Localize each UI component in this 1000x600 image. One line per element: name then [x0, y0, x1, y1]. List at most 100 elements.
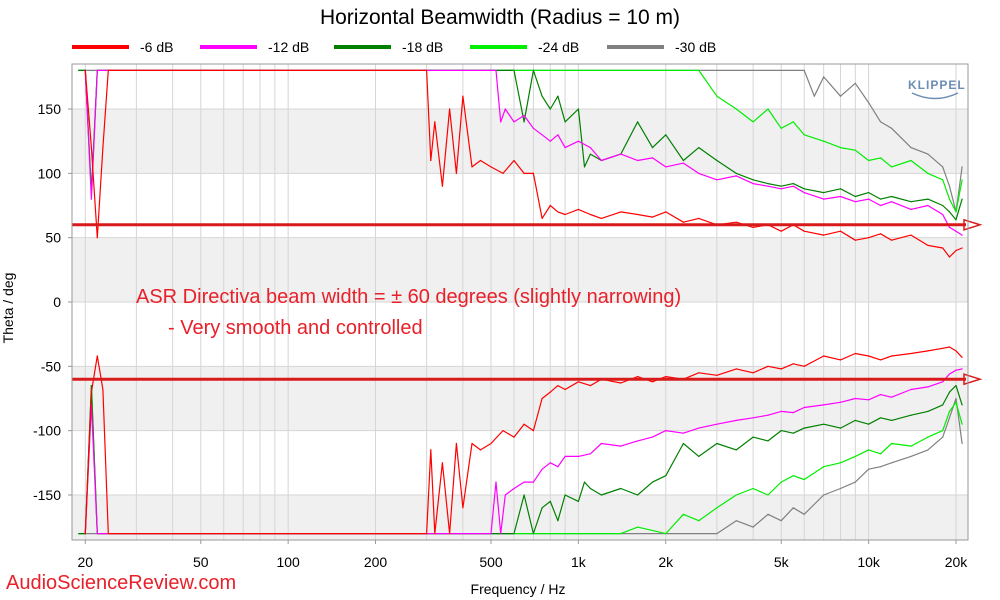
data-point [823, 423, 825, 425]
data-point [78, 533, 80, 535]
data-point [532, 430, 535, 432]
data-point [955, 397, 957, 400]
data-point [589, 385, 592, 387]
data-point [767, 365, 769, 367]
data-point [880, 198, 882, 200]
data-point [589, 453, 592, 455]
data-point [910, 388, 912, 391]
data-point [767, 440, 769, 442]
data-point [735, 368, 737, 370]
data-point [942, 436, 944, 438]
legend-item: -24 dB [470, 39, 579, 55]
data-point [868, 399, 870, 401]
data-point [698, 455, 700, 457]
data-point [767, 108, 769, 110]
data-point [620, 445, 622, 447]
data-point [102, 388, 104, 391]
data-point [698, 372, 700, 374]
data-point [523, 481, 525, 483]
data-point [665, 376, 667, 378]
data-point [910, 352, 912, 355]
data-point [549, 500, 551, 502]
data-point [495, 481, 497, 483]
data-point [471, 166, 473, 168]
data-point [891, 396, 893, 398]
data-point [637, 69, 639, 71]
data-point [637, 121, 639, 123]
data-point [792, 363, 794, 365]
data-point [620, 211, 622, 213]
data-point [752, 526, 754, 528]
data-point [823, 198, 825, 200]
data-point [752, 417, 754, 419]
data-point [854, 455, 856, 457]
data-point [891, 127, 893, 129]
data-point [96, 69, 98, 71]
data-point [752, 436, 754, 438]
data-point [927, 449, 929, 451]
data-point [490, 533, 492, 535]
data-point [490, 166, 492, 168]
data-point [665, 533, 667, 535]
data-point [589, 213, 592, 216]
data-point [948, 211, 951, 213]
data-point [665, 430, 667, 432]
data-point [961, 166, 963, 168]
data-point [523, 494, 525, 496]
x-tick-label: 5k [774, 554, 790, 570]
data-point [792, 121, 794, 123]
data-point [651, 147, 654, 149]
data-point [948, 391, 951, 393]
y-tick-label: 0 [53, 294, 61, 310]
data-point [910, 234, 912, 236]
data-point [698, 217, 700, 219]
data-point [502, 172, 504, 174]
data-point [880, 233, 882, 235]
y-tick-label: 100 [38, 165, 62, 181]
data-point [557, 211, 559, 213]
data-point [868, 423, 870, 425]
data-point [942, 179, 944, 181]
data-point [698, 172, 700, 174]
data-point [637, 213, 639, 216]
data-point [513, 159, 515, 162]
data-point [961, 356, 963, 358]
data-point [780, 188, 782, 190]
data-point [823, 494, 825, 496]
data-point [955, 401, 957, 403]
data-point [577, 108, 580, 110]
data-point [803, 192, 805, 194]
data-point [557, 466, 559, 468]
watermark: AudioScienceReview.com [6, 572, 236, 594]
data-point [651, 436, 654, 438]
data-point [868, 355, 870, 357]
data-point [942, 204, 944, 207]
data-point [716, 423, 718, 425]
data-point [698, 520, 700, 522]
data-point [948, 417, 951, 419]
data-point [500, 533, 502, 535]
data-point [682, 162, 685, 164]
data-point [651, 381, 654, 383]
data-point [449, 108, 451, 110]
data-point [504, 494, 506, 496]
chart-title: Horizontal Beamwidth (Radius = 10 m) [320, 6, 680, 29]
data-point [682, 69, 685, 71]
data-point [955, 249, 957, 252]
reference-lines [72, 218, 983, 386]
data-point [823, 192, 825, 194]
data-point [682, 159, 685, 162]
data-point [927, 172, 929, 174]
data-point [600, 217, 603, 219]
y-tick-label: -100 [33, 423, 61, 439]
data-point [532, 69, 535, 71]
data-point [541, 468, 543, 470]
x-tick-label: 50 [193, 554, 209, 570]
data-point [541, 397, 543, 400]
data-point [462, 507, 464, 509]
data-point [430, 159, 432, 162]
data-point [735, 419, 737, 421]
data-point [839, 359, 842, 361]
data-point [891, 419, 893, 421]
